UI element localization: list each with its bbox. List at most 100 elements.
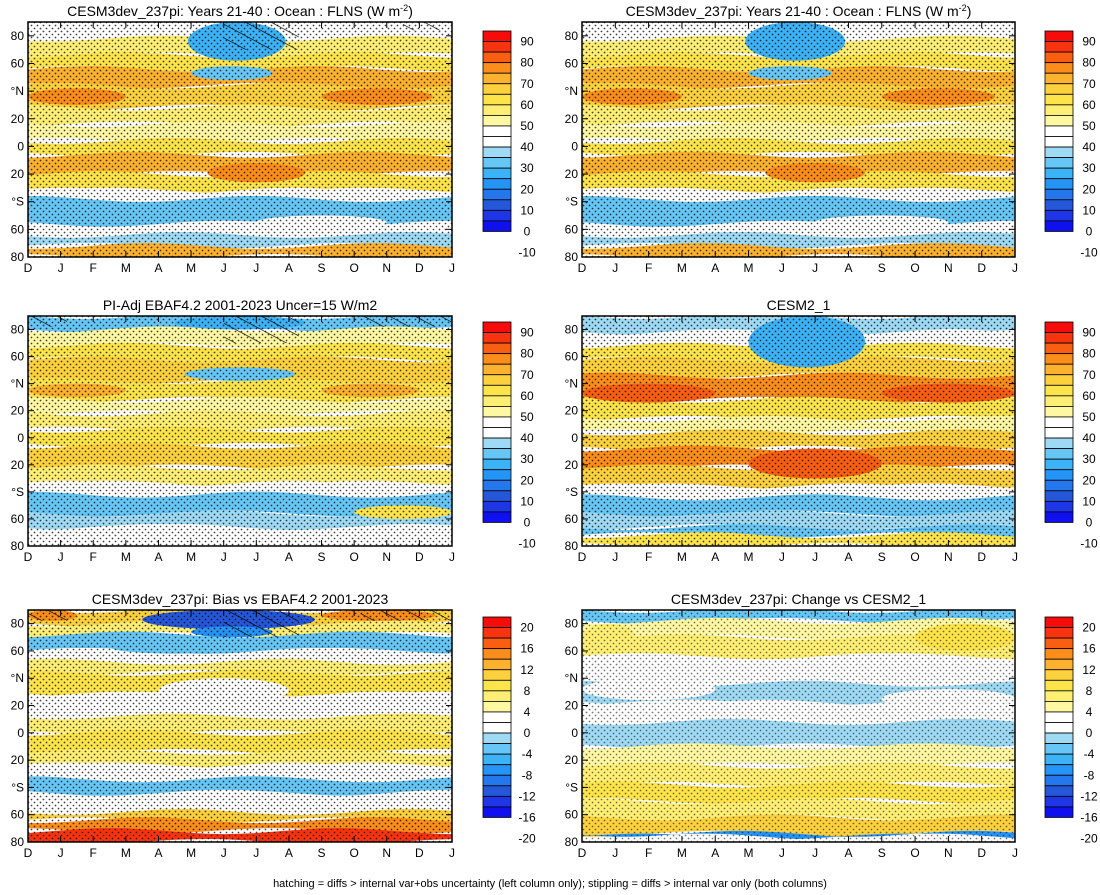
colorbar-swatch [1044, 353, 1074, 365]
x-tick-label: N [944, 846, 953, 860]
colorbar-swatch [1044, 332, 1074, 344]
y-tick-label: °S [565, 485, 578, 499]
x-tick-label: M [677, 846, 687, 860]
colorbar-label: -20 [518, 832, 536, 846]
colorbar-label: 30 [520, 161, 534, 175]
colorbar-swatch [1044, 157, 1074, 169]
x-tick-label: S [318, 550, 326, 564]
stippling [582, 610, 1015, 842]
colorbar-swatch [1044, 732, 1074, 744]
panel-1: CESM3dev_237pi: Years 21-40 : Ocean : FL… [11, 3, 536, 275]
colorbar-label: 20 [520, 182, 534, 196]
x-tick-label: J [612, 846, 618, 860]
y-tick-label: 60 [11, 56, 25, 70]
colorbar-swatch [482, 648, 512, 660]
colorbar-swatch [1044, 83, 1074, 95]
colorbar-label: 90 [1082, 326, 1096, 340]
x-tick-label: J [221, 550, 227, 564]
colorbar-label: 50 [520, 119, 534, 133]
y-tick-label: 60 [565, 512, 579, 526]
colorbar-label: -10 [1080, 537, 1098, 551]
panel-title: CESM3dev_237pi: Bias vs EBAF4.2 2001-202… [92, 591, 389, 607]
panel-field [28, 610, 452, 842]
x-tick-label: J [449, 261, 455, 275]
x-tick-label: S [318, 261, 326, 275]
colorbar-swatch [1044, 458, 1074, 471]
panel-field [582, 22, 1015, 257]
colorbar-swatch [1044, 51, 1074, 64]
y-tick-label: 60 [565, 56, 579, 70]
colorbar-label: 40 [520, 140, 534, 154]
colorbar: 20 16 12 8 4 0 -4 -8 -12 -16 -20 [482, 616, 536, 846]
x-tick-label: D [977, 550, 986, 564]
colorbar-label: -4 [522, 747, 533, 761]
colorbar-swatch [482, 332, 512, 344]
colorbar-swatch [1044, 469, 1074, 481]
colorbar-swatch [482, 83, 512, 95]
colorbar-swatch [1044, 785, 1074, 797]
x-tick-label: M [186, 550, 196, 564]
colorbar-label: 70 [1082, 77, 1096, 91]
colorbar-swatch [1044, 342, 1074, 355]
y-tick-label: 80 [565, 835, 579, 849]
colorbar-label: 70 [1082, 368, 1096, 382]
colorbar-swatch [1044, 437, 1074, 449]
x-tick-label: M [121, 261, 131, 275]
x-tick-label: N [944, 550, 953, 564]
y-tick-label: 20 [11, 112, 25, 126]
y-tick-label: 60 [11, 350, 25, 364]
colorbar-swatch [1044, 104, 1074, 116]
y-tick-label: 0 [17, 431, 24, 445]
x-tick-label: D [977, 846, 986, 860]
hatching [223, 316, 299, 344]
colorbar-label: 60 [520, 98, 534, 112]
x-tick-label: F [645, 261, 652, 275]
x-tick-label: D [578, 550, 587, 564]
y-tick-label: 0 [17, 139, 24, 153]
colorbar-swatch [482, 479, 512, 492]
colorbar-swatch [1044, 711, 1074, 723]
x-tick-label: J [253, 846, 259, 860]
stippling [28, 22, 452, 257]
colorbar-swatch [1044, 806, 1074, 818]
stippling [28, 610, 452, 842]
x-tick-label: D [977, 261, 986, 275]
colorbar-swatch [482, 437, 512, 449]
x-tick-label: D [24, 846, 33, 860]
colorbar-swatch [1044, 511, 1074, 523]
panel-frame [27, 315, 453, 547]
x-tick-label: O [349, 261, 358, 275]
colorbar-label: 40 [520, 431, 534, 445]
colorbar-label: 0 [524, 224, 531, 238]
x-tick-label: O [349, 550, 358, 564]
y-tick-label: 20 [565, 404, 579, 418]
x-tick-label: M [744, 846, 754, 860]
colorbar-swatch [1044, 479, 1074, 492]
colorbar-swatch [1044, 188, 1074, 201]
x-tick-label: O [910, 261, 919, 275]
colorbar: 20 16 12 8 4 0 -4 -8 -12 -16 -20 [1044, 616, 1098, 846]
colorbar-swatch [1044, 690, 1074, 702]
colorbar-swatch [482, 188, 512, 201]
colorbar-swatch [1044, 374, 1074, 386]
x-tick-label: J [1012, 261, 1018, 275]
stippling [582, 316, 1015, 546]
colorbar-label: -8 [522, 768, 533, 782]
colorbar-swatch [1044, 627, 1074, 639]
colorbar-swatch [1044, 616, 1074, 628]
y-tick-label: 60 [11, 222, 25, 236]
colorbar-swatch [1044, 72, 1074, 85]
colorbar-swatch [482, 785, 512, 797]
colorbar-swatch [482, 753, 512, 766]
panel-title-text: CESM3dev_237pi: Years 21-40 : Ocean : FL… [626, 3, 959, 19]
colorbar-swatch [482, 115, 512, 127]
hatching [28, 316, 68, 327]
x-tick-label: J [221, 846, 227, 860]
colorbar-swatch [1044, 220, 1074, 232]
colorbar-label: 20 [1082, 473, 1096, 487]
y-tick-label: 80 [11, 539, 25, 553]
colorbar: 90 80 70 60 50 40 30 20 10 0 -10 [482, 30, 536, 260]
colorbar-label: 10 [520, 203, 534, 217]
colorbar-swatch [1044, 62, 1074, 74]
